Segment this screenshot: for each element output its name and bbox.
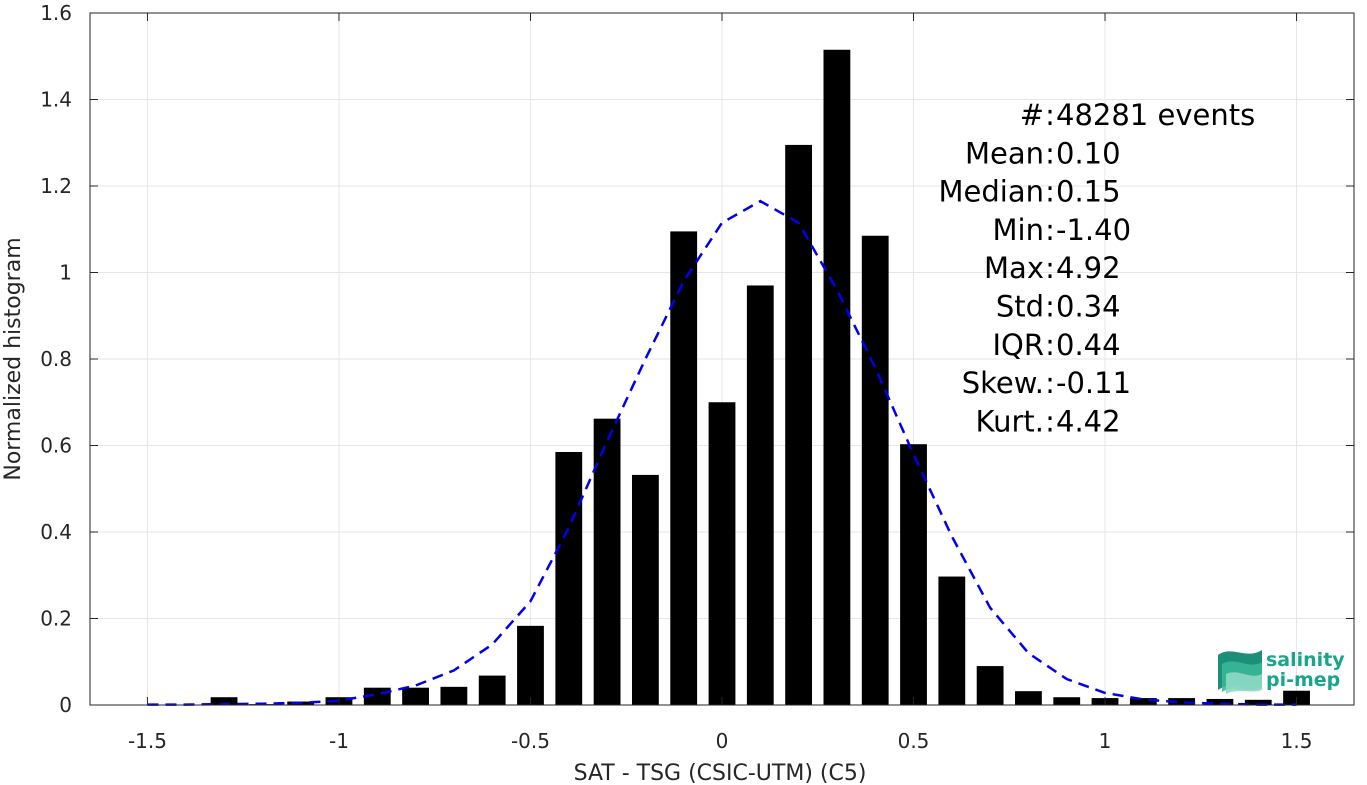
stat-separator: : bbox=[1045, 175, 1055, 209]
x-axis-label: SAT - TSG (CSIC-UTM) (C5) bbox=[574, 761, 867, 785]
histogram-bar bbox=[823, 49, 851, 705]
y-tick-label: 1.4 bbox=[40, 88, 72, 112]
stat-value: 48281 events bbox=[1056, 98, 1255, 132]
histogram-bar bbox=[670, 231, 698, 705]
y-tick-label: 0.4 bbox=[40, 520, 72, 544]
histogram-bar bbox=[1206, 698, 1234, 705]
y-tick-label: 0 bbox=[59, 693, 72, 717]
histogram-bar bbox=[1244, 699, 1272, 705]
x-tick-label: -1.5 bbox=[128, 729, 167, 753]
histogram-bar bbox=[938, 576, 966, 705]
stat-label: Skew. bbox=[962, 366, 1044, 400]
histogram-bar bbox=[1129, 698, 1157, 705]
axis-ticks: -1.5 -1 -0.5 0 0.5 1 1.5 0 0.2 0.4 0.6 0.8 1 1.2 1.4 1.… bbox=[40, 1, 1354, 753]
x-tick-label: 1.5 bbox=[1281, 729, 1313, 753]
stat-value: -0.11 bbox=[1056, 366, 1131, 400]
stat-label: Max bbox=[984, 251, 1044, 285]
stat-separator: : bbox=[1045, 404, 1055, 438]
stat-value: -1.40 bbox=[1056, 213, 1131, 247]
stat-separator: : bbox=[1045, 136, 1055, 170]
stat-separator: : bbox=[1045, 290, 1055, 324]
y-tick-label: 1 bbox=[59, 261, 72, 285]
histogram-bars bbox=[210, 49, 1310, 706]
histogram-bar bbox=[900, 444, 927, 705]
x-tick-label: 0.5 bbox=[898, 729, 930, 753]
stat-separator: : bbox=[1045, 213, 1055, 247]
y-axis-label: Normalized histogram bbox=[1, 237, 26, 480]
histogram-bar bbox=[708, 402, 736, 705]
y-tick-label: 0.2 bbox=[40, 607, 72, 631]
histogram-bar bbox=[517, 625, 544, 705]
y-tick-label: 1.6 bbox=[40, 1, 72, 25]
stat-label: IQR bbox=[992, 328, 1044, 362]
histogram-bar bbox=[861, 235, 889, 706]
y-tick-label: 1.2 bbox=[40, 174, 72, 198]
stat-value: 4.42 bbox=[1056, 404, 1121, 438]
histogram-bar bbox=[1053, 697, 1081, 705]
stat-value: 4.92 bbox=[1056, 251, 1121, 285]
histogram-bar bbox=[631, 474, 659, 705]
stat-separator: : bbox=[1045, 328, 1055, 362]
histogram-bar bbox=[1168, 698, 1196, 705]
histogram-bar bbox=[555, 451, 583, 705]
y-tick-label: 0.8 bbox=[40, 347, 72, 371]
grid-lines bbox=[90, 12, 1354, 706]
stat-separator: : bbox=[1045, 366, 1055, 400]
histogram-bar bbox=[402, 687, 429, 705]
histogram-bar bbox=[785, 144, 813, 706]
salinity-pi-mep-logo: salinity pi-mep bbox=[1218, 649, 1345, 694]
logo-line1: salinity bbox=[1266, 649, 1345, 671]
x-tick-label: -0.5 bbox=[511, 729, 550, 753]
logo-line2: pi-mep bbox=[1266, 669, 1340, 691]
x-tick-label: 0 bbox=[716, 729, 729, 753]
x-tick-label: -1 bbox=[329, 729, 349, 753]
stat-label: # bbox=[1020, 98, 1044, 132]
histogram-bar bbox=[478, 675, 506, 705]
stat-value: 0.10 bbox=[1056, 136, 1121, 170]
histogram-bar bbox=[593, 418, 621, 705]
histogram-bar bbox=[440, 686, 468, 705]
histogram-bar bbox=[210, 697, 238, 705]
stat-label: Kurt. bbox=[976, 404, 1044, 438]
stat-label: Std bbox=[996, 290, 1044, 324]
histogram-bar bbox=[976, 666, 1004, 705]
stat-value: 0.34 bbox=[1056, 290, 1121, 324]
stat-value: 0.15 bbox=[1056, 175, 1121, 209]
stat-label: Median bbox=[939, 175, 1044, 209]
histogram-bar bbox=[746, 285, 774, 705]
stat-label: Min bbox=[993, 213, 1044, 247]
stat-label: Mean bbox=[965, 136, 1044, 170]
y-tick-label: 0.6 bbox=[40, 434, 72, 458]
stat-separator: : bbox=[1045, 251, 1055, 285]
histogram-bar bbox=[1015, 691, 1042, 705]
stat-separator: : bbox=[1045, 98, 1055, 132]
wave-icon bbox=[1218, 650, 1262, 694]
x-tick-label: 1 bbox=[1099, 729, 1112, 753]
normal-fit-curve bbox=[147, 199, 1297, 706]
stat-value: 0.44 bbox=[1056, 328, 1121, 362]
